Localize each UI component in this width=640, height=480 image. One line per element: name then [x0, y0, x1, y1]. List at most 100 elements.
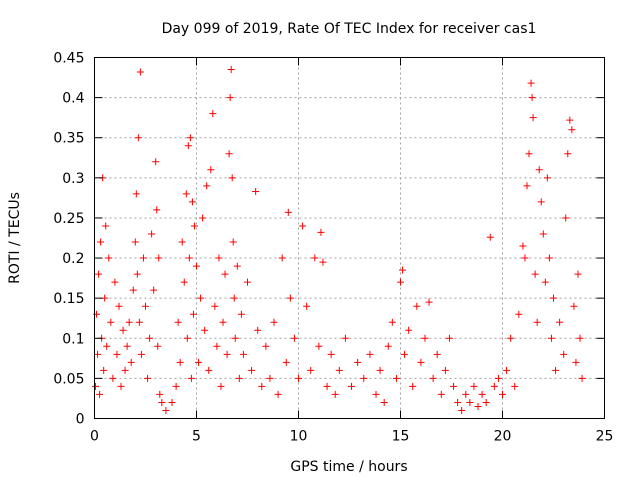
data-point — [441, 366, 449, 374]
data-point — [105, 254, 113, 262]
data-point — [574, 270, 582, 278]
chart-title: Day 099 of 2019, Rate Of TEC Index for r… — [162, 21, 537, 37]
data-point — [201, 326, 209, 334]
data-point — [111, 278, 119, 286]
data-point — [189, 310, 197, 318]
data-point — [564, 150, 572, 158]
data-point — [205, 366, 213, 374]
data-point — [388, 318, 396, 326]
data-point — [133, 270, 141, 278]
data-point — [248, 366, 256, 374]
data-point — [258, 382, 266, 390]
data-point — [117, 382, 125, 390]
data-point — [92, 382, 100, 390]
grid-lines — [94, 57, 605, 419]
y-tick-label: 0.15 — [53, 291, 84, 307]
x-tick-label: 15 — [392, 429, 410, 445]
data-point — [376, 366, 384, 374]
x-tick-label: 5 — [192, 429, 201, 445]
data-point — [429, 374, 437, 382]
y-tick-label: 0.4 — [62, 91, 84, 107]
data-point — [327, 350, 335, 358]
data-point — [109, 374, 117, 382]
data-point — [417, 358, 425, 366]
data-point — [152, 158, 160, 166]
data-point — [421, 334, 429, 342]
data-point — [168, 398, 176, 406]
data-point — [360, 374, 368, 382]
data-point — [341, 334, 349, 342]
data-point — [107, 318, 115, 326]
data-point — [125, 318, 133, 326]
y-tick-label: 0.2 — [62, 251, 84, 267]
data-point — [100, 366, 108, 374]
data-point — [229, 238, 237, 246]
data-point — [174, 318, 182, 326]
data-point — [103, 342, 111, 350]
data-point — [482, 398, 490, 406]
data-point — [226, 94, 234, 102]
data-point — [274, 390, 282, 398]
data-point — [195, 358, 203, 366]
data-point — [556, 318, 564, 326]
data-point — [311, 254, 319, 262]
data-point — [570, 302, 578, 310]
data-point — [528, 94, 536, 102]
data-point — [134, 134, 142, 142]
data-point — [470, 382, 478, 390]
data-point — [507, 334, 515, 342]
data-point — [547, 334, 555, 342]
data-point — [162, 406, 170, 414]
data-point — [545, 254, 553, 262]
data-point — [180, 278, 188, 286]
data-point — [185, 254, 193, 262]
y-tick-label: 0.25 — [53, 211, 84, 227]
data-point — [437, 390, 445, 398]
data-point — [466, 398, 474, 406]
data-point — [135, 318, 143, 326]
data-point — [158, 398, 166, 406]
data-point — [323, 382, 331, 390]
data-point — [409, 382, 417, 390]
data-point — [113, 350, 121, 358]
data-point — [254, 326, 262, 334]
data-point — [317, 228, 325, 236]
x-tick-label: 0 — [90, 429, 99, 445]
data-point — [552, 366, 560, 374]
data-point — [499, 390, 506, 398]
data-point — [96, 390, 104, 398]
y-axis-label: ROTI / TECUs — [7, 192, 23, 284]
data-point — [270, 318, 278, 326]
data-point — [413, 302, 421, 310]
data-points — [92, 66, 586, 414]
data-point — [228, 174, 236, 182]
data-point — [137, 350, 145, 358]
data-point — [217, 382, 225, 390]
data-point — [197, 294, 205, 302]
data-point — [384, 342, 392, 350]
data-point — [354, 358, 362, 366]
x-tick-label: 20 — [494, 429, 512, 445]
data-point — [207, 166, 215, 174]
data-point — [239, 350, 247, 358]
data-point — [131, 238, 139, 246]
data-point — [193, 262, 200, 270]
data-point — [144, 374, 152, 382]
data-point — [237, 310, 245, 318]
y-tick-label: 0.35 — [53, 131, 84, 147]
data-point — [121, 366, 129, 374]
y-tick-label: 0.1 — [62, 331, 84, 347]
data-point — [225, 150, 233, 158]
data-point — [539, 230, 547, 238]
data-point — [150, 286, 158, 294]
data-point — [578, 374, 586, 382]
data-point — [511, 382, 519, 390]
data-point — [348, 382, 356, 390]
data-point — [142, 302, 149, 310]
data-point — [535, 166, 543, 174]
data-point — [139, 254, 147, 262]
data-point — [94, 350, 102, 358]
data-point — [295, 374, 302, 382]
data-point — [154, 342, 162, 350]
data-point — [95, 270, 103, 278]
